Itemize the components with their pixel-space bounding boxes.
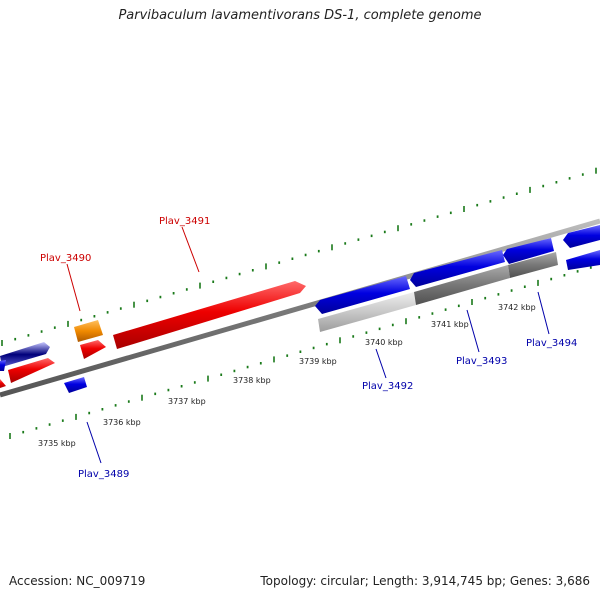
gene-labels: Plav_3490 Plav_3491 Plav_3489 Plav_3492 … bbox=[40, 216, 577, 480]
gene-arrow-forward[interactable] bbox=[0, 379, 6, 388]
genome-title: Parvibaculum lavamentivorans DS-1, compl… bbox=[118, 8, 482, 23]
gene-arrow-navy[interactable] bbox=[0, 342, 50, 367]
gene-arrow-reverse[interactable] bbox=[0, 360, 6, 371]
gene-arrow-reverse[interactable] bbox=[563, 225, 600, 248]
gene-arrow-pseudo[interactable] bbox=[508, 252, 558, 278]
genome-backbone bbox=[0, 218, 600, 398]
gene-arrow-reverse[interactable] bbox=[566, 250, 600, 270]
scale-label: 3742 kbp bbox=[498, 303, 536, 312]
forward-scale-track bbox=[1, 167, 597, 346]
gene-label-plav-3489[interactable]: Plav_3489 bbox=[78, 469, 129, 480]
reverse-scale-track bbox=[9, 266, 592, 439]
reverse-genes bbox=[0, 225, 600, 393]
gene-arrow-reverse[interactable] bbox=[410, 250, 505, 287]
scale-label: 3737 kbp bbox=[168, 397, 206, 406]
topology-text: Topology: circular; Length: 3,914,745 bp… bbox=[260, 574, 590, 588]
scale-label: 3741 kbp bbox=[431, 320, 469, 329]
scale-label: 3735 kbp bbox=[38, 439, 76, 448]
gene-arrow-forward[interactable] bbox=[80, 340, 106, 359]
forward-genes bbox=[0, 252, 558, 388]
gene-arrow-reverse[interactable] bbox=[315, 276, 410, 314]
gene-arrow-pseudo[interactable] bbox=[414, 265, 510, 305]
gene-label-plav-3491[interactable]: Plav_3491 bbox=[159, 216, 210, 227]
gene-label-plav-3492[interactable]: Plav_3492 bbox=[362, 381, 413, 392]
gene-arrow-forward[interactable] bbox=[8, 358, 55, 383]
gene-arrow-reverse[interactable] bbox=[64, 377, 87, 393]
scale-labels: 3735 kbp 3736 kbp 3737 kbp 3738 kbp 3739… bbox=[38, 303, 536, 448]
scale-label: 3736 kbp bbox=[103, 418, 141, 427]
gene-label-plav-3494[interactable]: Plav_3494 bbox=[526, 338, 577, 349]
gene-arrow-rna[interactable] bbox=[74, 320, 103, 342]
label-leaders bbox=[66, 226, 550, 464]
gene-arrow-forward[interactable] bbox=[113, 281, 306, 349]
gene-arrow-reverse[interactable] bbox=[503, 238, 554, 264]
gene-label-plav-3493[interactable]: Plav_3493 bbox=[456, 356, 507, 367]
accession-text: Accession: NC_009719 bbox=[9, 574, 146, 588]
gene-arrow-pseudo[interactable] bbox=[318, 292, 416, 332]
scale-label: 3738 kbp bbox=[233, 376, 271, 385]
scale-label: 3739 kbp bbox=[299, 357, 337, 366]
gene-label-plav-3490[interactable]: Plav_3490 bbox=[40, 253, 91, 264]
scale-label: 3740 kbp bbox=[365, 338, 403, 347]
